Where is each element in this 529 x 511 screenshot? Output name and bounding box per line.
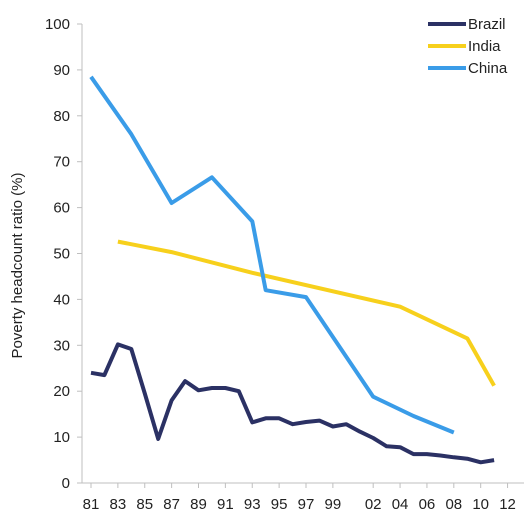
legend-label-china: China [468, 60, 508, 77]
x-tick-label: 85 [136, 496, 153, 511]
x-tick-label: 08 [445, 496, 462, 511]
x-tick-label: 97 [298, 496, 315, 511]
x-tick-label: 04 [392, 496, 409, 511]
y-tick-label: 90 [53, 62, 70, 79]
x-tick-label: 95 [271, 496, 288, 511]
y-tick-label: 50 [53, 246, 70, 263]
series-layer [89, 75, 496, 465]
x-tick-label: 91 [217, 496, 234, 511]
y-tick-label: 60 [53, 200, 70, 217]
y-tick-label: 80 [53, 108, 70, 125]
legend-label-india: India [468, 38, 501, 55]
y-tick-label: 70 [53, 154, 70, 171]
y-axis: 0 10 20 30 40 50 60 70 80 90 100 [45, 16, 83, 492]
y-tick-label: 20 [53, 383, 70, 400]
y-tick-label: 10 [53, 429, 70, 446]
x-tick-label: 81 [83, 496, 100, 511]
x-tick-label: 12 [499, 496, 516, 511]
x-axis: 81 83 85 87 89 91 93 95 97 99 02 04 06 08 10 12 [82, 482, 524, 511]
y-tick-label: 30 [53, 337, 70, 354]
x-tick-label: 02 [365, 496, 382, 511]
x-tick-label: 99 [325, 496, 342, 511]
y-tick-label: 100 [45, 16, 70, 33]
x-tick-label: 06 [419, 496, 436, 511]
y-tick-label: 40 [53, 291, 70, 308]
y-tick-label: 0 [62, 475, 70, 492]
series-line-china [89, 75, 455, 435]
x-tick-label: 89 [190, 496, 207, 511]
x-tick-label: 83 [110, 496, 127, 511]
series-line-india [117, 239, 496, 387]
legend-label-brazil: Brazil [468, 16, 506, 33]
series-line-brazil [90, 342, 495, 465]
x-tick-label: 10 [472, 496, 489, 511]
x-tick-label: 93 [244, 496, 261, 511]
legend: Brazil India China [428, 16, 508, 77]
y-axis-title: Poverty headcount ratio (%) [9, 173, 26, 359]
x-tick-label: 87 [163, 496, 180, 511]
